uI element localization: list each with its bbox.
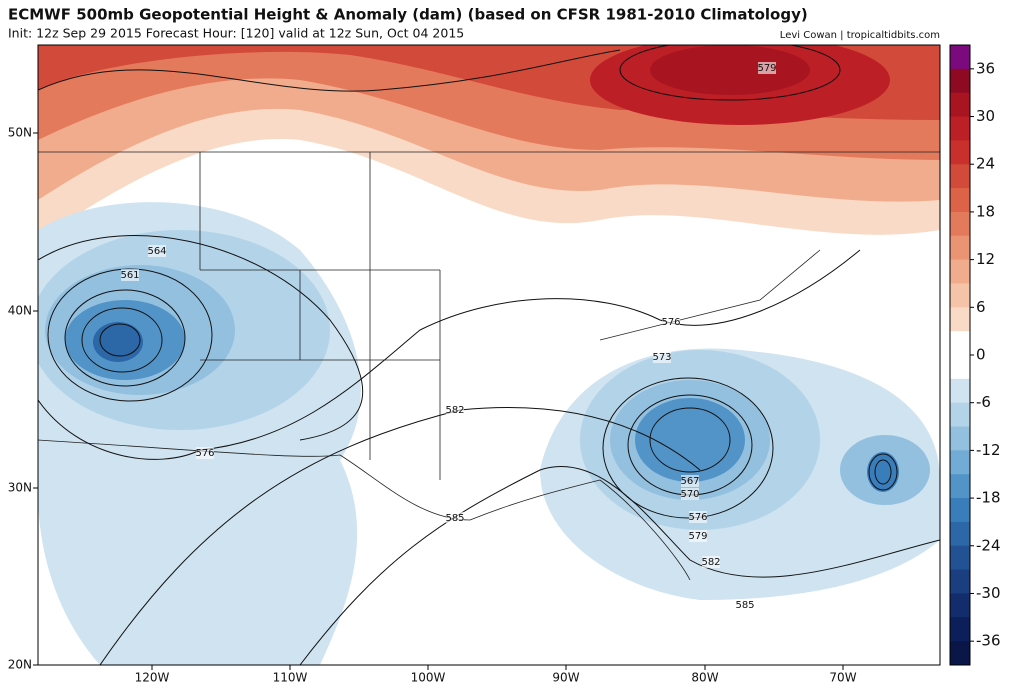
contour-label: 573	[652, 352, 671, 363]
colorbar-swatch	[950, 283, 970, 308]
contour-label-bg	[446, 404, 464, 416]
contour-label-bg	[689, 511, 707, 523]
lat-label: 40N	[8, 304, 32, 318]
contour-label-bg	[689, 530, 707, 542]
colorbar-swatch	[950, 259, 970, 284]
lon-label: 80W	[691, 671, 718, 685]
colorbar-swatch	[950, 378, 970, 404]
colorbar-swatch	[950, 140, 970, 165]
colorbar-label: -36	[976, 632, 1001, 650]
contour-label: 567	[680, 476, 699, 487]
colorbar-label: -12	[976, 441, 1001, 459]
lon-label: 120W	[135, 671, 170, 685]
lon-label: 110W	[273, 671, 308, 685]
colorbar-label: -24	[976, 536, 1001, 554]
contour-label-bg	[653, 351, 671, 363]
lon-label: 90W	[552, 671, 579, 685]
lon-label: 100W	[411, 671, 446, 685]
credit: Levi Cowan | tropicaltidbits.com	[780, 30, 940, 41]
contour-label: 579	[688, 531, 707, 542]
contour-label-bg	[121, 269, 139, 281]
colorbar-swatch	[950, 211, 970, 237]
subtitle: Init: 12z Sep 29 2015 Forecast Hour: [12…	[8, 26, 464, 41]
contour-label: 576	[661, 317, 680, 328]
colorbar-label: 6	[976, 298, 986, 316]
colorbar-label: -30	[976, 584, 1001, 602]
colorbar: 36 30 24 18 12 6 0 -6 -12 -18 -24 -30 -36	[949, 44, 1001, 666]
colorbar-swatch	[950, 545, 970, 571]
contour-label: 576	[688, 512, 707, 523]
contour-label-bg	[702, 556, 720, 568]
colorbar-label: 18	[976, 202, 995, 220]
colorbar-swatch	[950, 450, 970, 475]
colorbar-swatch	[950, 307, 970, 332]
colorbar-swatch	[950, 617, 970, 642]
colorbar-swatch	[950, 569, 970, 594]
contour-label-bg	[758, 62, 776, 74]
contour-label-bg	[736, 599, 754, 611]
contour-label-bg	[196, 447, 214, 459]
contour-label-bg	[662, 316, 680, 328]
contour-label-bg	[681, 475, 699, 487]
colorbar-swatch	[950, 45, 970, 70]
colorbar-label: 0	[976, 346, 986, 364]
contour-label: 585	[445, 513, 464, 524]
contour-label: 585	[735, 600, 754, 611]
contour-label: 582	[445, 405, 464, 416]
colorbar-swatch	[950, 474, 970, 499]
contour-label-bg	[148, 245, 166, 257]
colorbar-swatch	[950, 402, 970, 428]
lat-label: 50N	[8, 126, 32, 140]
colorbar-label: -6	[976, 393, 991, 411]
colorbar-swatch	[950, 188, 970, 213]
colorbar-label: 36	[976, 59, 995, 77]
contour-label: 561	[120, 270, 139, 281]
colorbar-label: 24	[976, 155, 995, 173]
contour-label: 576	[195, 448, 214, 459]
colorbar-swatch	[950, 426, 970, 451]
map	[37, 44, 941, 666]
colorbar-swatch	[950, 521, 970, 547]
colorbar-swatch	[950, 116, 970, 141]
colorbar-swatch	[950, 164, 970, 189]
colorbar-swatch	[950, 92, 970, 118]
lat-label: 20N	[8, 658, 32, 672]
contour-label: 579	[757, 63, 776, 74]
contour-label: 570	[680, 489, 699, 500]
colorbar-swatch	[950, 641, 970, 666]
lat-label: 30N	[8, 481, 32, 495]
colorbar-swatch	[950, 355, 970, 380]
colorbar-swatch	[950, 498, 970, 523]
title: ECMWF 500mb Geopotential Height & Anomal…	[8, 6, 808, 24]
contour-label: 582	[701, 557, 720, 568]
colorbar-label: -18	[976, 489, 1001, 507]
lon-label: 70W	[829, 671, 856, 685]
colorbar-label: 30	[976, 107, 995, 125]
contour-label-bg	[681, 488, 699, 500]
colorbar-swatch	[950, 235, 970, 261]
colorbar-label: 12	[976, 250, 995, 268]
colorbar-swatch	[950, 68, 970, 94]
colorbar-swatch	[950, 331, 970, 356]
contour-label-bg	[446, 512, 464, 524]
contour-label: 564	[147, 246, 166, 257]
colorbar-swatch	[950, 593, 970, 618]
